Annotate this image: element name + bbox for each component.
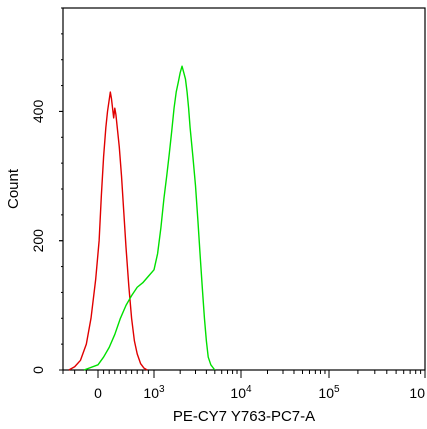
y-tick-label: 400 — [30, 100, 46, 124]
x-tick-label-exponent: 4 — [246, 384, 252, 395]
x-tick-label-base: 10 — [230, 385, 246, 401]
x-tick-label: 105 — [318, 384, 340, 401]
x-tick-label-exponent: 5 — [334, 384, 340, 395]
x-tick-label-base: 10 — [409, 385, 425, 401]
y-axis-title: Count — [5, 168, 22, 209]
x-tick-label: 0 — [94, 385, 102, 401]
axis-ticks-layer — [59, 7, 426, 378]
y-tick-label: 0 — [30, 366, 46, 374]
histogram-series-2 — [83, 65, 216, 371]
y-tick-label: 200 — [30, 229, 46, 253]
x-axis-title: PE-CY7 Y763-PC7-A — [173, 408, 315, 425]
x-tick-label-base: 10 — [143, 385, 159, 401]
histogram-series-1 — [68, 91, 148, 371]
plot-frame — [62, 7, 426, 371]
x-tick-label-exponent: 3 — [159, 384, 165, 395]
x-tick-label-base: 0 — [94, 385, 102, 401]
x-tick-label: 103 — [143, 384, 165, 401]
x-tick-label: 10 — [409, 385, 425, 401]
x-tick-label: 104 — [230, 384, 252, 401]
series-layer — [68, 65, 216, 371]
x-tick-label-base: 10 — [318, 385, 334, 401]
